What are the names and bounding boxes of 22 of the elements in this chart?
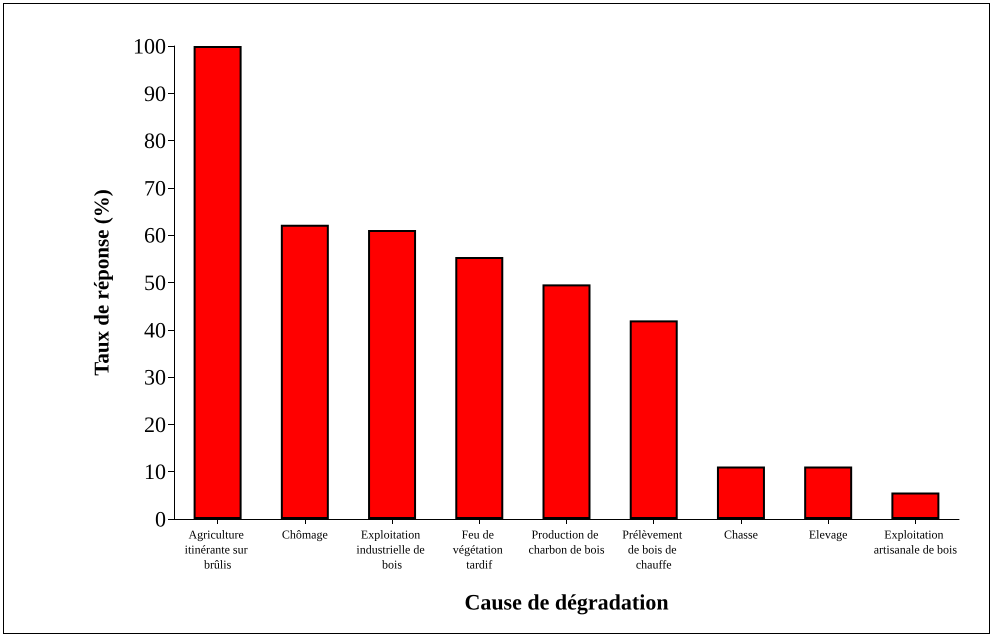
y-tick-label: 100 xyxy=(133,34,166,58)
x-tick-label: Chômage xyxy=(282,528,328,542)
y-tick-label: 20 xyxy=(144,412,166,437)
x-tick-label: Agriculture itinérante sur brûlis xyxy=(184,528,251,572)
x-tick-label: Elevage xyxy=(808,528,848,542)
x-tick-label: Production de charbon de bois xyxy=(528,528,605,556)
x-tick-label: Feu de végétation tardif xyxy=(452,528,506,572)
x-tick-label: Exploitation industrielle de bois xyxy=(356,528,428,572)
y-tick-label: 60 xyxy=(144,222,166,248)
y-tick-label: 40 xyxy=(144,317,166,342)
y-axis-title: Taux de réponse (%) xyxy=(90,189,114,376)
x-tick-label: Exploitation artisanale de bois xyxy=(874,528,958,556)
y-tick-label: 80 xyxy=(144,128,166,154)
x-tick-label: Chasse xyxy=(724,528,758,542)
y-tick-label: 30 xyxy=(144,364,166,390)
x-axis-title: Cause de dégradation xyxy=(464,590,669,614)
y-tick-label: 50 xyxy=(144,270,166,295)
y-tick-label: 0 xyxy=(155,506,166,532)
x-tick-label: Prélèvement de bois de chauffe xyxy=(622,528,686,572)
y-tick-label: 90 xyxy=(144,80,166,106)
y-tick-label: 10 xyxy=(144,459,166,484)
y-tick-label: 70 xyxy=(144,175,166,200)
